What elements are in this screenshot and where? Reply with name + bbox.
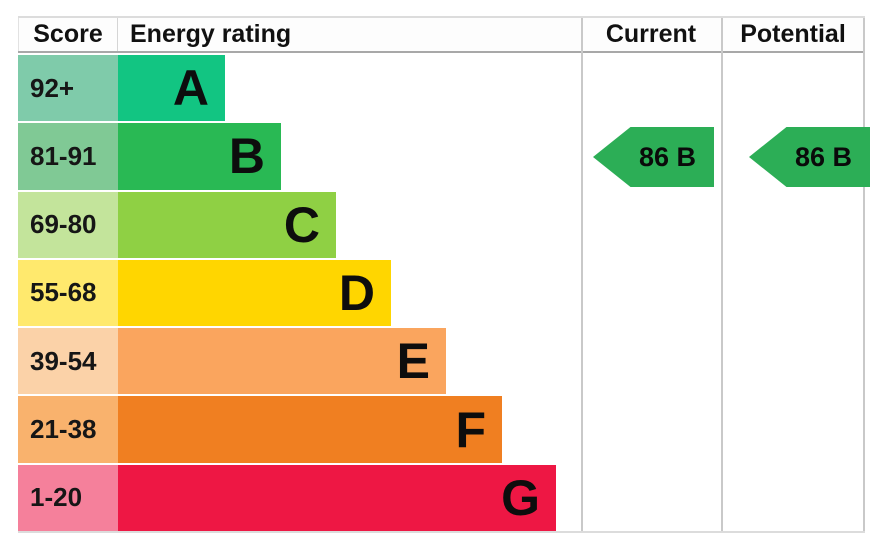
band-row-e: 39-54 E: [18, 328, 599, 397]
band-bar-e: E: [118, 328, 446, 395]
band-letter-d: D: [338, 264, 375, 321]
current-column: 86 B: [581, 18, 721, 531]
table-body: 92+ A 81-91 B 69-80 C: [18, 18, 870, 531]
band-row-d: 55-68 D: [18, 259, 599, 329]
current-column-header: Current: [605, 20, 697, 48]
current-rating-arrow: 86 B: [593, 127, 714, 187]
score-range-g: 1-20: [18, 464, 118, 531]
score-range-d: 55-68: [18, 259, 118, 327]
band-letter-a: A: [172, 60, 209, 117]
current-rating-value: 86 B: [638, 141, 697, 172]
band-row-g: 1-20 G: [18, 464, 599, 531]
band-letter-b: B: [228, 128, 265, 185]
score-range-f: 21-38: [18, 396, 118, 463]
band-row-b: 81-91 B: [18, 123, 599, 192]
score-range-b: 81-91: [18, 123, 118, 190]
potential-column: 86 B: [721, 18, 870, 531]
score-column-header: Score: [18, 18, 118, 51]
band-row-c: 69-80 C: [18, 191, 599, 260]
band-bar-f: F: [118, 396, 502, 463]
band-bar-b: B: [118, 123, 281, 190]
band-bar-c: C: [118, 191, 336, 258]
band-row-f: 21-38 F: [18, 396, 599, 465]
band-letter-g: G: [501, 469, 540, 526]
score-range-c: 69-80: [18, 191, 118, 258]
potential-rating-value: 86 B: [794, 141, 853, 172]
band-bar-g: G: [118, 464, 556, 531]
band-row-a: 92+ A: [18, 55, 599, 124]
energy-rating-column-header: Energy rating: [130, 20, 292, 48]
score-range-e: 39-54: [18, 328, 118, 395]
band-bar-d: D: [118, 259, 391, 327]
potential-rating-arrow: 86 B: [749, 127, 870, 187]
potential-column-header: Potential: [740, 20, 846, 48]
table-header: Score Energy rating Current Potential: [18, 18, 865, 53]
score-range-a: 92+: [18, 55, 118, 122]
band-rows: 92+ A 81-91 B 69-80 C: [18, 55, 599, 531]
epc-table: Score Energy rating Current Potential 92…: [18, 16, 870, 533]
band-letter-f: F: [455, 401, 486, 458]
band-letter-e: E: [396, 333, 430, 390]
band-letter-c: C: [283, 196, 320, 253]
band-bar-a: A: [118, 55, 225, 122]
